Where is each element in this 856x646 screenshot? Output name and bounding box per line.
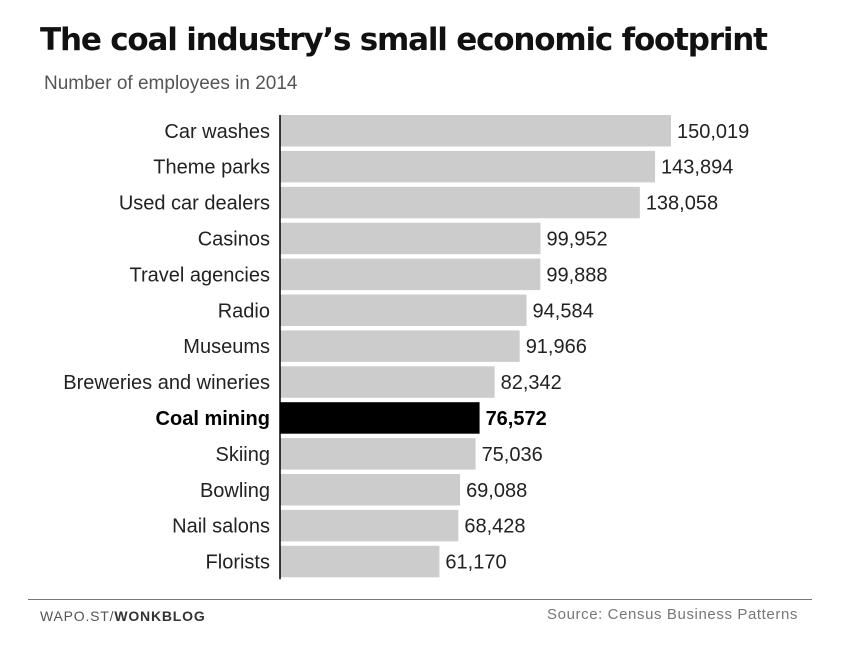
bar-travel-agencies	[280, 258, 541, 291]
category-label-car-washes: Car washes	[164, 121, 270, 143]
category-label-theme-parks: Theme parks	[153, 157, 270, 179]
category-label-breweries-and-wineries: Breweries and wineries	[63, 372, 270, 394]
category-label-nail-salons: Nail salons	[172, 516, 270, 538]
bar-theme-parks	[280, 150, 656, 183]
value-label-car-washes: 150,019	[677, 121, 749, 143]
category-label-casinos: Casinos	[198, 228, 270, 250]
value-label-casinos: 99,952	[547, 228, 608, 250]
bar-coal-mining	[280, 402, 480, 434]
category-label-radio: Radio	[218, 300, 270, 322]
value-label-coal-mining: 76,572	[486, 408, 547, 430]
value-label-bowling: 69,088	[466, 480, 527, 502]
category-label-used-car-dealers: Used car dealers	[119, 193, 270, 215]
bar-chart: Car washes 150,019 Theme parks 143,894 Used …	[63, 115, 749, 580]
credit-line: WAPO.ST/WONKBLOG	[40, 608, 206, 624]
value-label-radio: 94,584	[533, 300, 594, 322]
value-label-used-car-dealers: 138,058	[646, 193, 718, 215]
category-label-skiing: Skiing	[216, 444, 270, 466]
bar-casinos	[280, 222, 541, 255]
bar-bowling	[280, 474, 461, 506]
value-label-florists: 61,170	[445, 552, 506, 574]
value-label-travel-agencies: 99,888	[546, 264, 607, 286]
bar-skiing	[280, 438, 476, 470]
bar-radio	[280, 294, 527, 326]
value-label-museums: 91,966	[526, 336, 587, 358]
credit-brand: WONKBLOG	[114, 608, 206, 624]
bar-nail-salons	[280, 509, 459, 542]
category-label-bowling: Bowling	[200, 480, 270, 502]
category-label-florists: Florists	[206, 552, 270, 574]
value-label-breweries-and-wineries: 82,342	[501, 372, 562, 394]
bar-museums	[280, 330, 520, 362]
value-label-nail-salons: 68,428	[464, 516, 525, 538]
chart-subtitle: Number of employees in 2014	[44, 73, 298, 94]
credit-prefix: WAPO.ST/	[40, 608, 115, 624]
category-label-museums: Museums	[183, 336, 270, 358]
chart-title: The coal industry’s small economic footp…	[40, 22, 768, 58]
bar-florists	[280, 545, 440, 578]
bar-car-washes	[280, 115, 671, 147]
bar-used-car-dealers	[280, 186, 640, 219]
value-label-skiing: 75,036	[482, 444, 543, 466]
footer-divider	[28, 599, 812, 600]
category-label-travel-agencies: Travel agencies	[130, 264, 270, 286]
source-note: Source: Census Business Patterns	[547, 606, 798, 623]
category-label-coal-mining: Coal mining	[156, 408, 270, 430]
bar-breweries-and-wineries	[280, 366, 495, 398]
value-label-theme-parks: 143,894	[661, 157, 733, 179]
